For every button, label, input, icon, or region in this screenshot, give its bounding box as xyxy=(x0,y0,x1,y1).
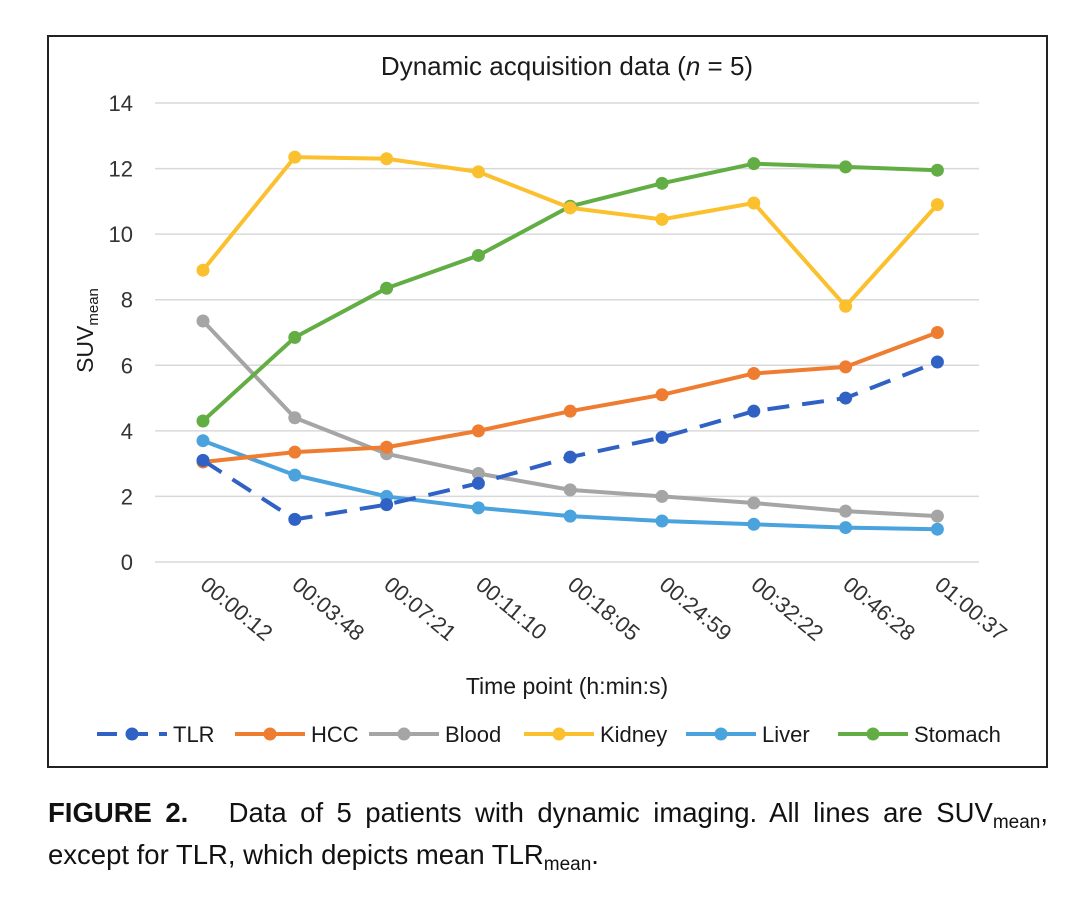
data-point-hcc xyxy=(930,326,944,339)
data-point-blood xyxy=(930,509,944,523)
figure-label: FIGURE 2. xyxy=(48,797,189,828)
x-tick-label: 00:24:59 xyxy=(655,572,737,646)
data-point-liver xyxy=(196,434,210,448)
y-tick-label: 14 xyxy=(109,91,133,116)
caption-subscript-1: mean xyxy=(992,812,1041,833)
legend-marker-kidney xyxy=(552,727,566,741)
x-tick-label: 00:11:10 xyxy=(471,572,551,645)
data-point-kidney xyxy=(563,201,577,215)
x-tick-label: 00:00:12 xyxy=(196,572,278,646)
x-tick-label: 01:00:37 xyxy=(930,572,1012,646)
data-point-tlr xyxy=(380,498,394,512)
data-point-hcc xyxy=(288,445,302,459)
caption-text-1: Data of 5 patients with dynamic imaging.… xyxy=(228,797,993,828)
caption-subscript-2: mean xyxy=(543,854,592,875)
data-point-stomach xyxy=(471,248,485,262)
x-tick-label: 00:18:05 xyxy=(563,572,645,646)
legend-label-kidney: Kidney xyxy=(600,722,667,747)
legend-marker-tlr xyxy=(125,727,139,741)
data-point-liver xyxy=(563,509,577,523)
y-axis-label: SUVmean xyxy=(72,288,102,373)
y-tick-label: 8 xyxy=(121,288,133,313)
legend-label-liver: Liver xyxy=(762,722,810,747)
series-line-hcc xyxy=(202,330,939,464)
data-point-hcc xyxy=(563,404,577,418)
x-axis-label: Time point (h:min:s) xyxy=(466,673,668,699)
legend-label-tlr: TLR xyxy=(173,722,215,747)
data-point-liver xyxy=(471,501,485,515)
data-point-tlr xyxy=(471,476,485,490)
data-point-blood xyxy=(471,466,485,480)
legend-marker-hcc xyxy=(263,727,277,741)
legend-marker-stomach xyxy=(866,727,880,741)
data-point-tlr xyxy=(930,355,944,369)
x-tick-label: 00:32:22 xyxy=(747,572,829,646)
y-tick-label: 6 xyxy=(121,353,133,378)
data-point-tlr xyxy=(839,391,853,405)
data-point-tlr xyxy=(747,404,761,418)
data-point-hcc xyxy=(747,366,761,380)
data-point-hcc xyxy=(655,388,669,402)
data-point-hcc xyxy=(471,424,485,438)
data-point-liver xyxy=(288,468,302,482)
legend-marker-liver xyxy=(714,727,728,741)
x-tick-label: 00:46:28 xyxy=(838,572,920,646)
data-point-blood xyxy=(563,483,577,497)
data-point-liver xyxy=(747,517,761,531)
data-point-stomach xyxy=(930,163,944,177)
data-point-stomach xyxy=(655,176,669,190)
chart-title: Dynamic acquisition data (n = 5) xyxy=(381,51,753,81)
data-point-tlr xyxy=(288,512,302,526)
legend-label-hcc: HCC xyxy=(311,722,359,747)
data-point-kidney xyxy=(655,212,669,226)
data-point-blood xyxy=(839,504,853,518)
line-chart: Dynamic acquisition data (n = 5) 0 2 4 6 8 10 1… xyxy=(72,51,1012,747)
data-point-kidney xyxy=(288,150,302,164)
caption-text-3: . xyxy=(591,839,599,870)
data-point-kidney xyxy=(471,165,485,179)
chart-frame: Dynamic acquisition data (n = 5) 0 2 4 6 8 10 1… xyxy=(47,35,1048,768)
data-point-hcc xyxy=(380,440,394,454)
data-point-liver xyxy=(930,522,944,536)
data-point-tlr xyxy=(196,453,210,467)
data-point-stomach xyxy=(747,157,761,171)
data-point-tlr xyxy=(655,430,669,444)
y-tick-label: 12 xyxy=(109,157,133,182)
legend-label-blood: Blood xyxy=(445,722,501,747)
legend-marker-blood xyxy=(397,727,411,741)
x-tick-label: 00:03:48 xyxy=(288,572,370,646)
data-point-stomach xyxy=(839,160,853,174)
data-point-stomach xyxy=(380,281,394,295)
legend-label-stomach: Stomach xyxy=(914,722,1001,747)
caption-text-2: , except for TLR, which depicts mean TLR xyxy=(48,797,1049,870)
data-point-blood xyxy=(747,496,761,510)
series-line-kidney xyxy=(201,155,939,309)
data-point-kidney xyxy=(930,198,944,212)
data-point-stomach xyxy=(196,414,210,428)
data-point-liver xyxy=(839,521,853,535)
data-point-kidney xyxy=(196,263,210,277)
data-point-blood xyxy=(196,314,210,328)
data-point-blood xyxy=(655,489,669,503)
y-tick-label: 0 xyxy=(121,550,133,575)
data-point-stomach xyxy=(288,330,302,344)
x-tick-label: 00:07:21 xyxy=(379,572,461,646)
data-point-kidney xyxy=(380,152,394,166)
data-point-blood xyxy=(288,411,302,425)
data-point-hcc xyxy=(839,360,853,374)
data-point-kidney xyxy=(747,196,761,210)
data-point-liver xyxy=(655,514,669,528)
y-tick-label: 10 xyxy=(109,222,133,247)
figure-caption: FIGURE 2. Data of 5 patients with dynami… xyxy=(48,792,1048,876)
y-tick-label: 4 xyxy=(121,419,133,444)
data-point-kidney xyxy=(839,299,853,313)
data-point-tlr xyxy=(563,450,577,464)
y-tick-label: 2 xyxy=(121,484,133,509)
